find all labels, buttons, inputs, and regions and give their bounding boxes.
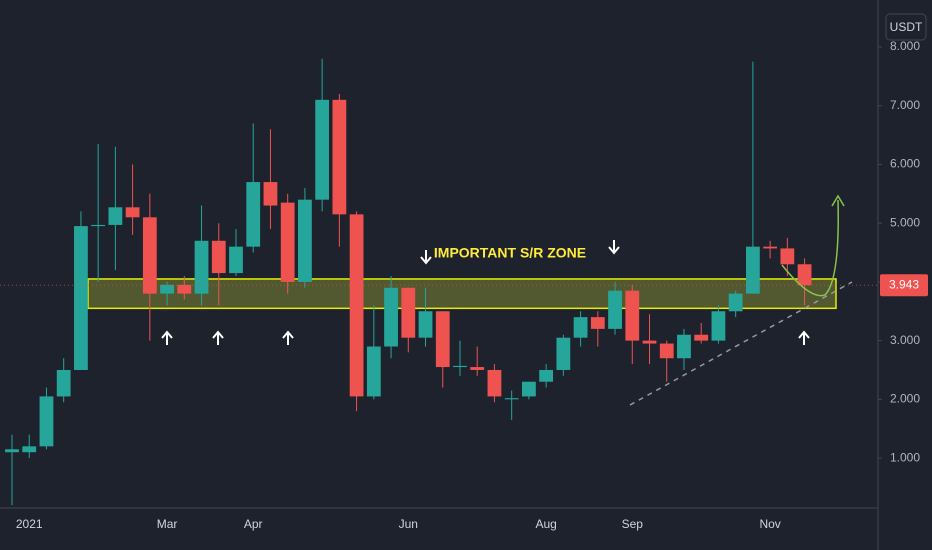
up-arrow xyxy=(161,330,173,345)
candle-body xyxy=(608,290,622,329)
y-tick-label: 1.000 xyxy=(890,450,920,464)
unit-box xyxy=(885,13,927,41)
trend-line xyxy=(629,281,853,406)
candle-body xyxy=(677,334,691,359)
arrows xyxy=(161,240,810,345)
up-arrow xyxy=(798,330,810,345)
candle-body xyxy=(763,246,778,249)
last-price-box xyxy=(880,274,928,297)
x-tick-label: Jun xyxy=(399,517,418,531)
candle-body xyxy=(91,224,106,227)
curve-arrow xyxy=(781,199,839,297)
curve-arrow-head xyxy=(831,194,845,207)
x-tick-label: Sep xyxy=(622,517,644,531)
candle-body xyxy=(590,317,605,329)
candle-body xyxy=(229,246,243,274)
candle-body xyxy=(384,287,398,347)
candle-body xyxy=(5,449,19,453)
up-arrow xyxy=(212,330,224,345)
up-arrow xyxy=(282,330,294,345)
x-tick-label: 2021 xyxy=(16,517,43,531)
candle-body xyxy=(745,246,760,294)
candle-body xyxy=(74,226,88,370)
candle-body xyxy=(573,317,588,338)
candle-body xyxy=(194,240,209,294)
candle-body xyxy=(298,199,312,282)
candle-body xyxy=(418,311,433,338)
candle-body xyxy=(246,182,261,247)
candle-body xyxy=(177,284,192,294)
candle-body xyxy=(797,264,812,286)
y-tick-label: 6.000 xyxy=(890,157,920,171)
y-tick-label: 7.000 xyxy=(890,98,920,112)
candle-body xyxy=(332,99,347,215)
candle-body xyxy=(39,396,54,447)
x-tick-label: Mar xyxy=(157,517,178,531)
candle-body xyxy=(694,334,709,341)
candle-body xyxy=(142,217,157,294)
candle-body xyxy=(366,346,381,397)
candle-body xyxy=(280,202,295,282)
down-arrow xyxy=(608,240,620,255)
candle-body xyxy=(22,446,37,453)
candle-body xyxy=(539,369,554,382)
candle-body xyxy=(504,398,519,400)
y-tick-label: 3.000 xyxy=(890,333,920,347)
candle-body xyxy=(108,207,123,225)
candle-body xyxy=(401,287,416,338)
candle-body xyxy=(487,369,502,397)
candle-body xyxy=(642,340,657,344)
annotation: IMPORTANT S/R ZONE xyxy=(434,245,586,261)
candle-body xyxy=(453,365,467,368)
candle-body xyxy=(435,311,450,368)
candle-body xyxy=(522,381,536,397)
last-price-label: 3.943 xyxy=(889,277,919,291)
x-tick-label: Apr xyxy=(244,517,263,531)
candle-body xyxy=(711,311,726,341)
down-arrow xyxy=(420,250,432,265)
candle-body xyxy=(263,182,278,206)
candle-body xyxy=(315,99,330,200)
y-tick-label: 8.000 xyxy=(890,39,920,53)
candle-body xyxy=(470,367,485,370)
x-tick-label: Nov xyxy=(759,517,780,531)
candle-body xyxy=(780,248,795,265)
candle-body xyxy=(728,293,743,312)
candle-body xyxy=(556,337,571,370)
candle-body xyxy=(625,290,640,341)
candle-body xyxy=(211,240,226,274)
candle-body xyxy=(125,207,140,218)
sr-zone xyxy=(87,278,837,310)
candle-body xyxy=(56,369,71,397)
x-tick-label: Aug xyxy=(535,517,556,531)
plot xyxy=(5,58,837,506)
y-tick-label: 2.000 xyxy=(890,392,920,406)
y-tick-label: 5.000 xyxy=(890,215,920,229)
candle-body xyxy=(659,343,674,359)
unit-label: USDT xyxy=(890,20,923,34)
candle-body xyxy=(160,284,174,294)
candle-body xyxy=(349,214,364,397)
